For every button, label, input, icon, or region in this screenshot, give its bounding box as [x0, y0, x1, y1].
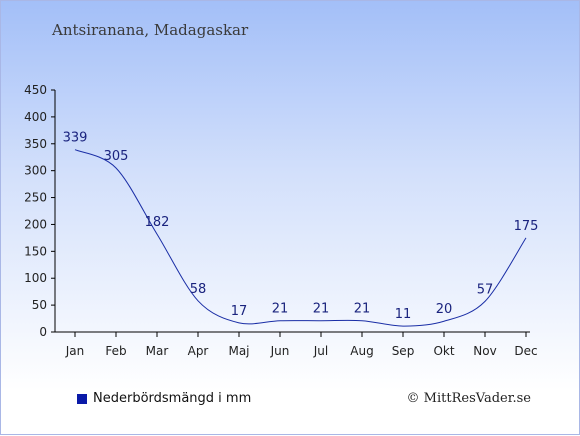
data-label: 182 — [145, 215, 170, 230]
series-line — [74, 149, 527, 327]
x-tick-label: Nov — [473, 344, 496, 358]
data-label: 305 — [104, 149, 129, 164]
data-label: 21 — [272, 302, 289, 317]
legend-label: Nederbördsmängd i mm — [93, 391, 252, 406]
x-tick-label: Dec — [514, 344, 537, 358]
y-tick-label: 250 — [24, 191, 47, 205]
x-tick-label: Jan — [65, 344, 85, 358]
y-tick-label: 50 — [32, 298, 47, 312]
x-tick-label: Okt — [433, 344, 454, 358]
y-tick-label: 300 — [24, 164, 47, 178]
x-tick-label: Mar — [146, 344, 169, 358]
data-labels: 339 305 182 58 17 21 21 21 11 20 57 175 — [63, 131, 539, 322]
x-tick-label: Maj — [228, 344, 249, 358]
y-tick-label: 350 — [24, 137, 47, 151]
credit-text: © MittResVader.se — [406, 391, 531, 406]
data-label: 339 — [63, 131, 88, 146]
y-tick-label: 200 — [24, 217, 47, 231]
x-tick-label: Aug — [350, 344, 373, 358]
x-tick-label: Jun — [270, 344, 290, 358]
y-tick-label: 400 — [24, 110, 47, 124]
x-tick-label: Apr — [188, 344, 209, 358]
x-tick-label: Jul — [313, 344, 328, 358]
legend-swatch — [77, 393, 87, 404]
data-label: 17 — [231, 304, 248, 319]
x-tick-label: Sep — [392, 344, 415, 358]
y-tick-label: 0 — [39, 325, 47, 339]
series-layer — [74, 149, 527, 327]
data-label: 58 — [190, 282, 207, 297]
x-ticks: Jan Feb Mar Apr Maj Jun Jul Aug Sep Okt Nov Dec — [65, 332, 538, 358]
x-tick-label: Feb — [105, 344, 126, 358]
data-label: 21 — [313, 302, 330, 317]
data-label: 11 — [395, 307, 412, 322]
legend: Nederbördsmängd i mm — [77, 391, 251, 406]
y-tick-label: 450 — [24, 83, 47, 97]
y-ticks: 0 50 100 150 200 250 300 350 400 450 — [24, 83, 55, 339]
y-tick-label: 100 — [24, 271, 47, 285]
y-tick-label: 150 — [24, 244, 47, 258]
chart-axes — [54, 90, 530, 333]
data-label: 21 — [354, 302, 371, 317]
data-label: 20 — [436, 302, 453, 317]
chart-subtitle: Antsiranana, Madagaskar — [52, 21, 249, 39]
data-label: 175 — [514, 219, 539, 234]
data-label: 57 — [477, 282, 494, 297]
